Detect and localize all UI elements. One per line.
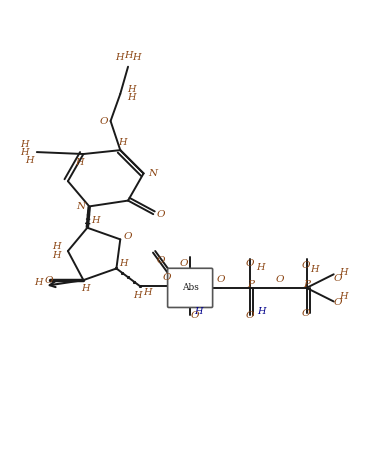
Text: H: H xyxy=(124,51,132,60)
Text: O: O xyxy=(246,259,255,268)
Text: H: H xyxy=(20,148,29,157)
Text: O: O xyxy=(163,273,171,282)
Text: O: O xyxy=(334,274,343,283)
Text: H: H xyxy=(339,292,348,301)
Text: N: N xyxy=(149,169,158,178)
Text: O: O xyxy=(191,311,199,320)
Text: H: H xyxy=(35,277,43,286)
Text: H: H xyxy=(115,53,124,62)
Text: O: O xyxy=(334,298,343,307)
Text: H: H xyxy=(143,288,152,297)
Text: P: P xyxy=(303,280,310,289)
Text: H: H xyxy=(26,156,34,165)
Text: O: O xyxy=(124,232,132,241)
Text: O: O xyxy=(275,275,284,284)
Text: O: O xyxy=(301,261,310,270)
Text: H: H xyxy=(75,158,84,167)
Text: H: H xyxy=(339,268,348,277)
Text: P: P xyxy=(247,280,254,289)
Text: H: H xyxy=(118,138,126,147)
Text: H: H xyxy=(133,291,142,300)
Text: H: H xyxy=(310,265,319,274)
Text: H: H xyxy=(119,259,128,268)
Text: H: H xyxy=(256,263,264,272)
Text: O: O xyxy=(217,275,225,284)
Text: H: H xyxy=(92,216,100,225)
Text: Abs: Abs xyxy=(182,284,199,292)
Text: O: O xyxy=(301,309,310,317)
Text: O: O xyxy=(157,210,165,219)
Text: H: H xyxy=(132,53,141,62)
Text: O: O xyxy=(99,116,108,126)
Text: H: H xyxy=(257,307,265,316)
Text: H: H xyxy=(20,140,29,149)
Text: H: H xyxy=(127,86,135,95)
Text: H: H xyxy=(127,93,135,102)
Text: O: O xyxy=(180,260,189,268)
Text: O: O xyxy=(157,256,165,265)
FancyBboxPatch shape xyxy=(168,268,213,308)
Text: O: O xyxy=(245,310,254,319)
Text: H: H xyxy=(52,242,61,251)
Text: H: H xyxy=(52,251,61,260)
Text: H: H xyxy=(194,307,203,316)
Text: H: H xyxy=(81,284,90,293)
Text: O: O xyxy=(44,276,53,285)
Text: N: N xyxy=(76,202,85,211)
